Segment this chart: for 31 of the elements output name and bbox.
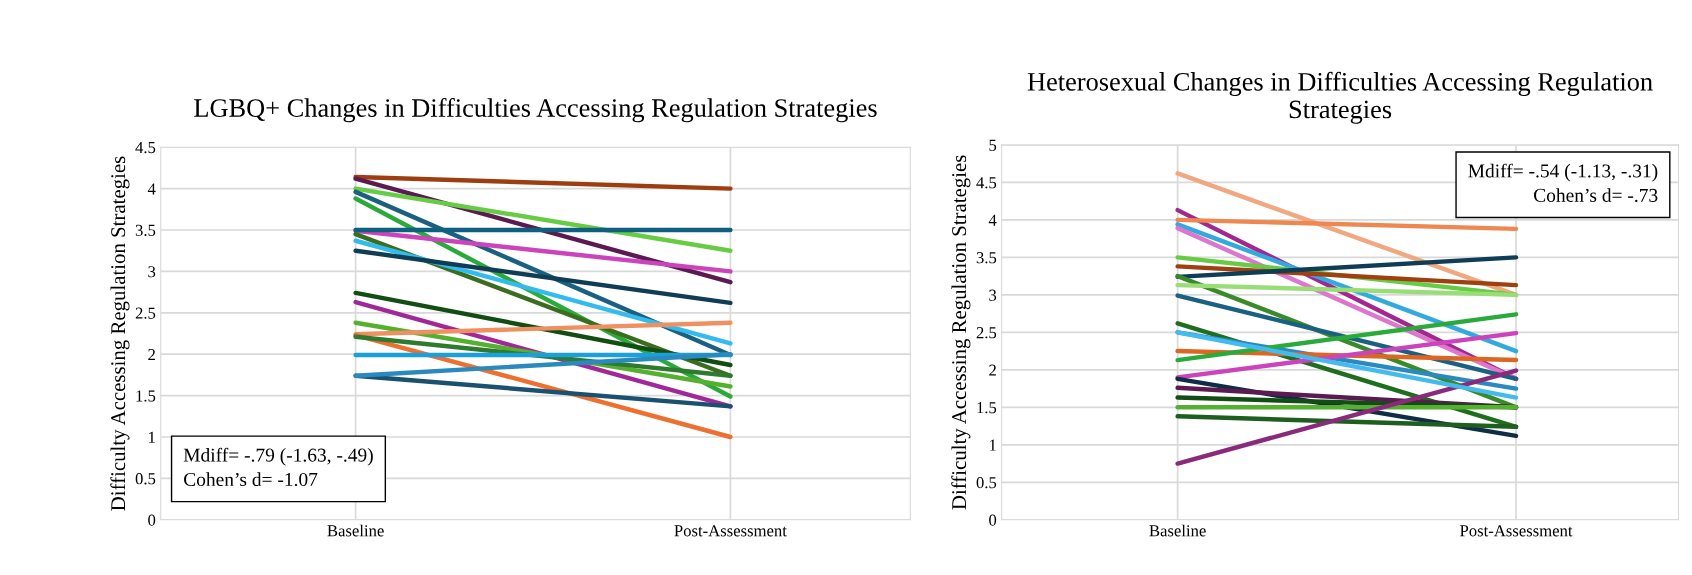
y-tick-label: 3 <box>148 266 156 278</box>
y-tick-label: 1 <box>989 439 996 451</box>
y-axis-title: Difficulty Accessing Regulation Strategies <box>110 156 130 511</box>
y-tick-label: 1.5 <box>136 390 156 402</box>
y-tick-label: 3.5 <box>976 252 997 264</box>
y-tick-label: 2 <box>989 364 996 376</box>
y-tick-label: 4.5 <box>976 177 997 189</box>
y-tick-label: 4 <box>147 183 156 195</box>
y-tick-label: 0.5 <box>135 473 156 485</box>
y-tick-label: 1 <box>149 431 155 443</box>
x-tick-label: Baseline <box>1149 524 1206 537</box>
y-tick-label: 5 <box>989 139 997 151</box>
y-tick-label: 0.5 <box>976 477 997 489</box>
annotation: Mdiff= -.79 (-1.63, -.49) Cohen’s d= -1.07 <box>183 447 373 487</box>
y-tick-label: 2 <box>148 348 155 360</box>
chart-title: LGBQ+ Changes in Difficulties Accessing Regulation Strategies <box>194 98 877 123</box>
y-tick-label: 3 <box>989 289 997 301</box>
y-tick-label: 4.5 <box>135 142 156 154</box>
y-tick-label: 2.5 <box>976 327 997 339</box>
chart-title: Heterosexual Changes in Difficulties Accessing Regulation Strategies <box>1027 71 1653 124</box>
y-tick-label: 2.5 <box>135 307 156 319</box>
y-tick-label: 3.5 <box>135 224 156 237</box>
y-tick-label: 4 <box>988 214 997 226</box>
x-tick-label: Post-Assessment <box>1460 525 1573 537</box>
y-tick-label: 0 <box>989 514 997 526</box>
x-tick-label: Post-Assessment <box>674 525 787 537</box>
y-tick-label: 1.5 <box>977 402 997 414</box>
y-axis-title: Difficulty Accessing Regulation Strategies <box>951 155 971 510</box>
y-tick-label: 0 <box>148 514 156 526</box>
annotation: Mdiff= -.54 (-1.13, -.31) Cohen’s d= -.73 <box>1468 163 1658 202</box>
x-tick-label: Baseline <box>327 524 384 537</box>
